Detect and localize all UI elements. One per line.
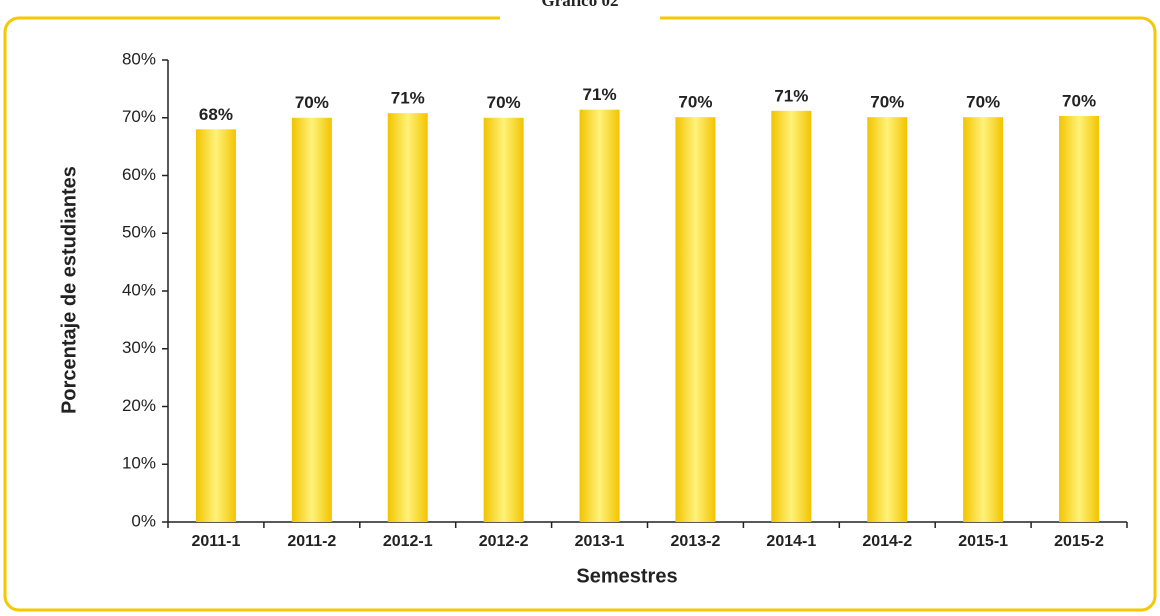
x-axis-label: Semestres (576, 565, 677, 587)
y-axis-label: Porcentaje de estudiantes (58, 166, 80, 414)
bar (867, 117, 908, 523)
bar (675, 117, 716, 523)
value-label: 70% (295, 93, 329, 112)
value-label: 70% (1062, 92, 1096, 111)
y-tick-label: 10% (122, 454, 156, 473)
x-tick-label: 2012-1 (383, 533, 433, 550)
y-tick-label: 80% (122, 49, 156, 68)
bar (579, 109, 620, 522)
value-label: 71% (774, 86, 808, 105)
y-tick-label: 60% (122, 165, 156, 184)
x-tick-label: 2012-2 (479, 533, 529, 550)
bar (1059, 116, 1100, 522)
y-tick-label: 0% (131, 511, 156, 530)
bar (291, 117, 332, 522)
bar (963, 117, 1004, 523)
y-tick-label: 50% (122, 223, 156, 242)
bar (483, 117, 524, 522)
y-tick-label: 30% (122, 338, 156, 357)
value-label: 71% (391, 89, 425, 108)
value-label: 70% (487, 93, 521, 112)
x-tick-label: 2014-1 (766, 533, 816, 550)
y-tick-label: 20% (122, 396, 156, 415)
x-tick-label: 2011-1 (191, 533, 240, 550)
title-backdrop (500, 0, 660, 20)
x-tick-label: 2015-2 (1054, 533, 1104, 550)
value-label: 70% (870, 93, 904, 112)
x-tick-label: 2014-2 (862, 533, 912, 550)
x-tick-label: 2015-1 (958, 533, 1008, 550)
x-tick-label: 2013-2 (671, 533, 721, 550)
chart-title: Gráfico 02 (542, 0, 619, 10)
value-label: 68% (199, 105, 233, 124)
value-label: 71% (583, 85, 617, 104)
x-tick-label: 2011-2 (287, 533, 336, 550)
y-tick-label: 70% (122, 107, 156, 126)
bar (771, 110, 812, 522)
y-tick-label: 40% (122, 280, 156, 299)
value-label: 70% (678, 93, 712, 112)
bar (387, 113, 428, 522)
value-label: 70% (966, 93, 1000, 112)
x-tick-label: 2013-1 (575, 533, 625, 550)
bar (195, 129, 236, 523)
